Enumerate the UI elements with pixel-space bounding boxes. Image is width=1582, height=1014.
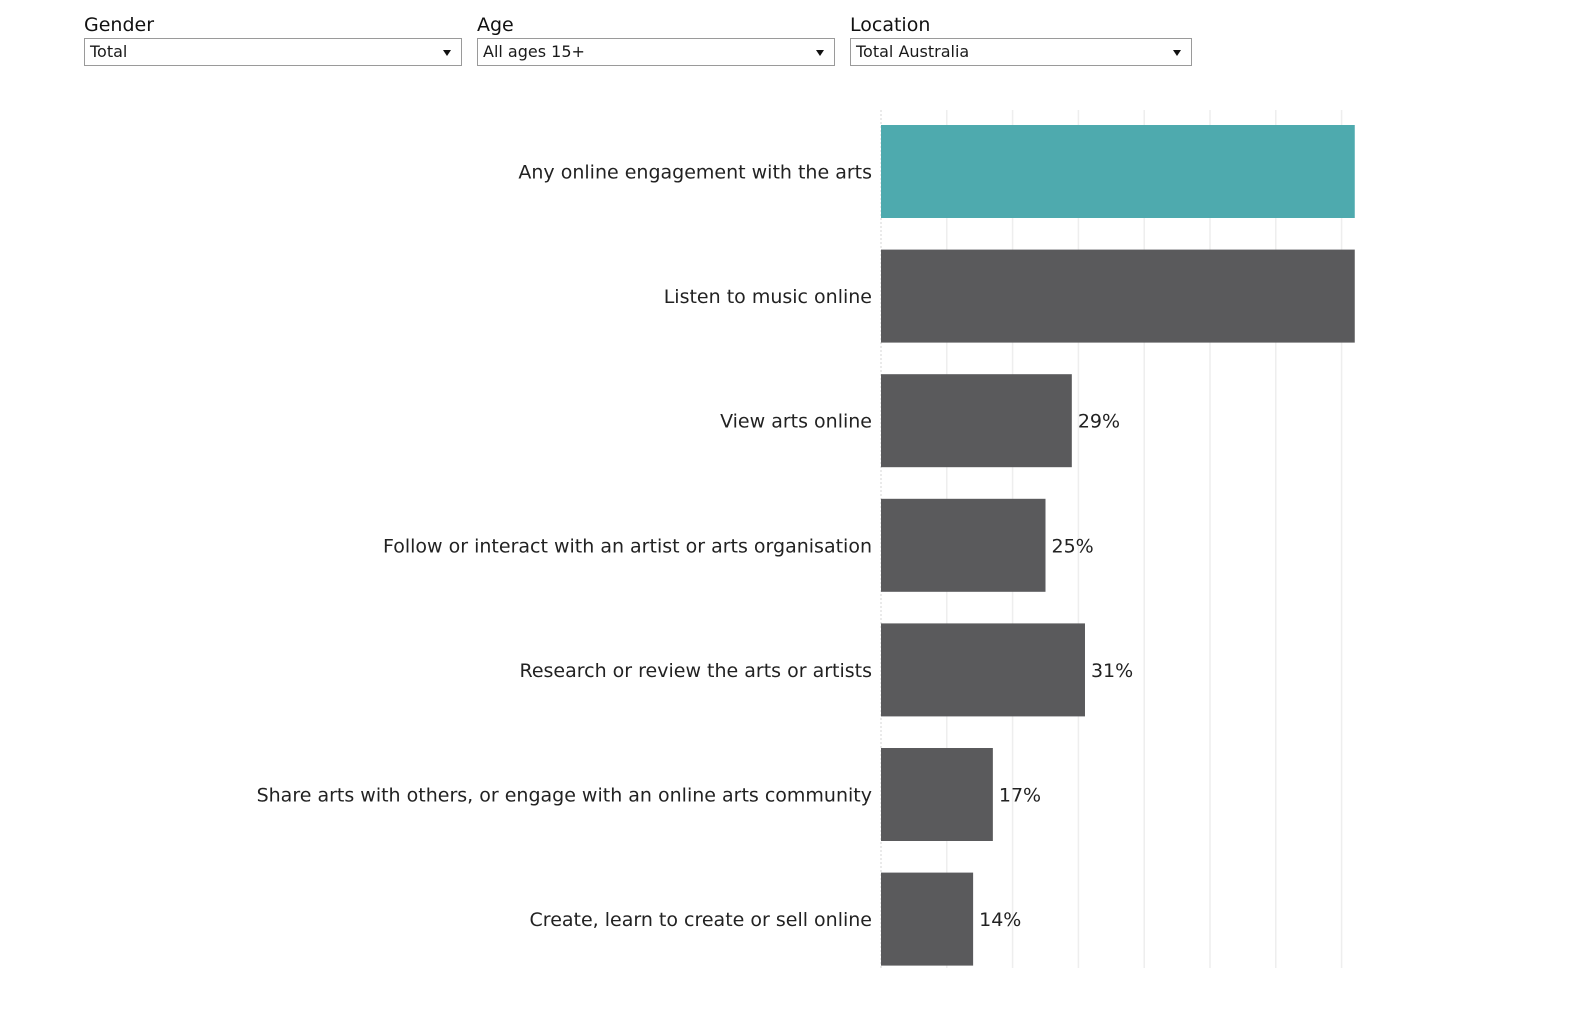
location-filter-label: Location: [850, 14, 931, 36]
bar[interactable]: [881, 249, 1355, 343]
chevron-down-icon: [443, 50, 451, 56]
bar[interactable]: [881, 872, 974, 966]
location-select[interactable]: Total Australia: [850, 38, 1192, 66]
value-label: 25%: [1052, 535, 1094, 557]
chevron-down-icon: [816, 50, 824, 56]
category-label: Follow or interact with an artist or art…: [383, 535, 872, 557]
age-select[interactable]: All ages 15+: [477, 38, 835, 66]
gender-filter: Gender Total: [84, 14, 462, 66]
age-filter: Age All ages 15+: [477, 14, 835, 66]
location-select-value: Total Australia: [856, 42, 970, 61]
value-label: 29%: [1078, 411, 1120, 433]
category-label: Research or review the arts or artists: [519, 660, 872, 682]
location-filter: Location Total Australia: [850, 14, 1192, 66]
category-label: Listen to music online: [664, 286, 872, 308]
bar[interactable]: [881, 748, 993, 841]
age-filter-label: Age: [477, 14, 514, 36]
gender-select-value: Total: [90, 42, 128, 61]
value-label: 31%: [1091, 660, 1133, 682]
gender-filter-label: Gender: [84, 14, 155, 36]
category-label: View arts online: [720, 411, 872, 433]
category-label: Share arts with others, or engage with a…: [257, 785, 872, 807]
bar[interactable]: [881, 125, 1355, 218]
bar[interactable]: [881, 498, 1046, 592]
chevron-down-icon: [1173, 50, 1181, 56]
bar[interactable]: [881, 374, 1072, 468]
category-label: Create, learn to create or sell online: [530, 909, 872, 931]
value-label: 14%: [979, 909, 1021, 931]
bar[interactable]: [881, 623, 1085, 717]
gender-select[interactable]: Total: [84, 38, 462, 66]
value-label: 17%: [999, 785, 1041, 807]
category-label: Any online engagement with the arts: [518, 162, 872, 184]
age-select-value: All ages 15+: [483, 42, 585, 61]
